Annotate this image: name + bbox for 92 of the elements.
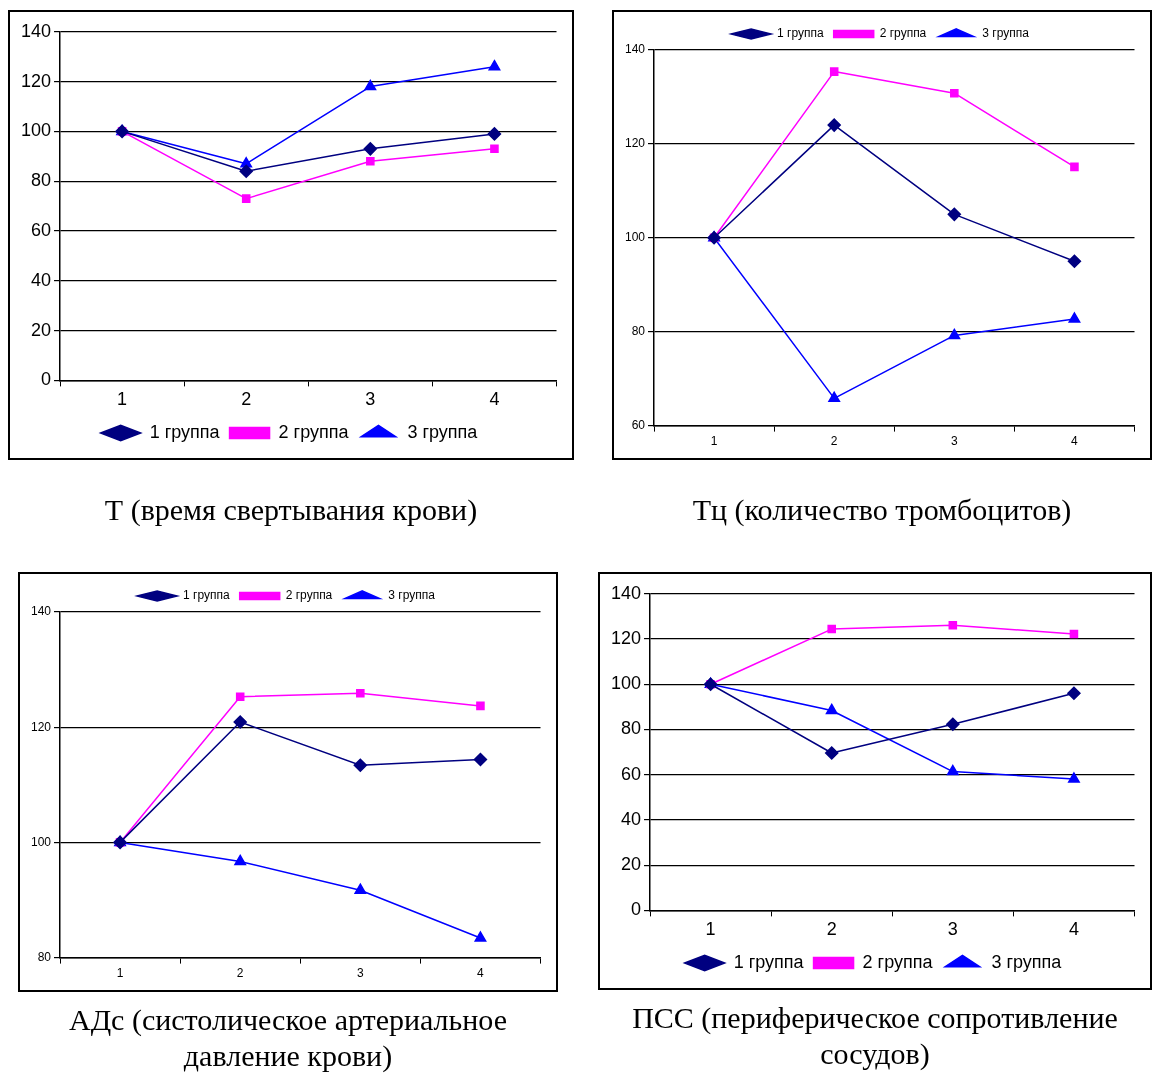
y-tick-label: 140 (610, 582, 642, 603)
y-tick-label: 40 (31, 269, 52, 290)
point (829, 67, 839, 76)
legend-label: 3 группа (407, 421, 479, 442)
point (241, 194, 251, 203)
point (950, 88, 959, 98)
legend-label: 2 группа (278, 421, 350, 442)
y-tick-label: 80 (37, 949, 52, 964)
y-tick-label: 100 (20, 120, 52, 141)
legend-label: 1 группа (777, 26, 825, 41)
point (487, 127, 502, 141)
y-tick-label: 20 (31, 319, 52, 340)
y-tick-label: 120 (624, 136, 646, 151)
point (948, 328, 961, 340)
y-tick-label: 0 (631, 899, 642, 920)
point (363, 142, 378, 156)
point (1067, 254, 1082, 269)
legend-label: 1 группа (183, 588, 231, 603)
x-tick-label: 4 (1068, 919, 1079, 940)
x-tick-label: 4 (477, 966, 485, 981)
x-tick-label: 2 (236, 966, 244, 981)
y-tick-label: 120 (30, 719, 52, 734)
point (354, 883, 367, 894)
x-tick-label: 1 (705, 919, 716, 940)
y-tick-label: 0 (41, 369, 52, 390)
point (948, 620, 958, 630)
point (356, 688, 365, 698)
x-tick-label: 4 (1071, 434, 1079, 449)
x-tick-label: 2 (826, 919, 837, 940)
point (1068, 312, 1081, 323)
point (234, 854, 247, 866)
point (824, 746, 839, 760)
legend-label: 2 группа (879, 26, 927, 41)
point (239, 164, 253, 178)
y-tick-label: 60 (621, 763, 642, 784)
legend-label: 3 группа (982, 26, 1030, 41)
x-tick-label: 4 (489, 389, 500, 410)
y-tick-label: 100 (30, 834, 52, 849)
y-tick-label: 60 (31, 219, 52, 240)
point (1067, 772, 1080, 783)
x-tick-label: 1 (117, 389, 128, 410)
point (827, 624, 836, 634)
point (474, 931, 487, 942)
point (353, 758, 368, 772)
legend-label: 3 группа (991, 951, 1063, 972)
point (473, 752, 488, 767)
y-tick-label: 80 (631, 324, 646, 339)
y-tick-label: 60 (631, 417, 646, 432)
y-tick-label: 20 (621, 854, 642, 875)
legend-label: 1 группа (149, 421, 221, 442)
text: АДс (систолическое артериальное давление крови) (67, 1002, 508, 1074)
point (488, 59, 501, 71)
point (476, 701, 485, 711)
y-tick-label: 100 (610, 673, 642, 694)
x-tick-label: 3 (947, 919, 958, 940)
x-tick-label: 3 (365, 389, 376, 410)
point (490, 144, 499, 154)
x-tick-label: 2 (241, 389, 252, 410)
y-tick-label: 40 (621, 808, 642, 829)
point (947, 207, 962, 222)
y-tick-label: 120 (20, 70, 52, 91)
y-tick-label: 80 (31, 170, 52, 191)
point (1070, 162, 1079, 172)
point (946, 764, 959, 776)
legend-label: 1 группа (733, 951, 805, 972)
x-tick-label: 3 (950, 434, 958, 449)
y-tick-label: 140 (624, 42, 646, 57)
x-tick-label: 3 (356, 966, 364, 981)
text: Тц (количество тромбоцитов) (691, 492, 1073, 528)
y-tick-label: 100 (624, 230, 646, 245)
y-tick-label: 140 (30, 604, 52, 619)
legend-label: 2 группа (285, 588, 333, 603)
point (235, 692, 245, 701)
point (364, 79, 377, 91)
y-tick-label: 120 (610, 628, 642, 648)
point (1069, 629, 1079, 639)
point (828, 391, 841, 403)
point (827, 118, 841, 132)
x-tick-label: 2 (830, 434, 838, 449)
point (233, 715, 247, 729)
legend-label: 2 группа (862, 951, 934, 972)
y-tick-label: 80 (621, 718, 642, 739)
point (1067, 686, 1081, 701)
point (825, 703, 838, 715)
y-tick-label: 140 (20, 20, 52, 41)
text: ПСС (периферическое сопротивление сосудов) (631, 1000, 1119, 1072)
point (946, 717, 960, 732)
point (366, 156, 375, 166)
x-tick-label: 1 (116, 966, 124, 981)
legend-label: 3 группа (388, 588, 436, 603)
x-tick-label: 1 (710, 434, 718, 449)
text: Т (время свертывания крови) (103, 492, 479, 528)
